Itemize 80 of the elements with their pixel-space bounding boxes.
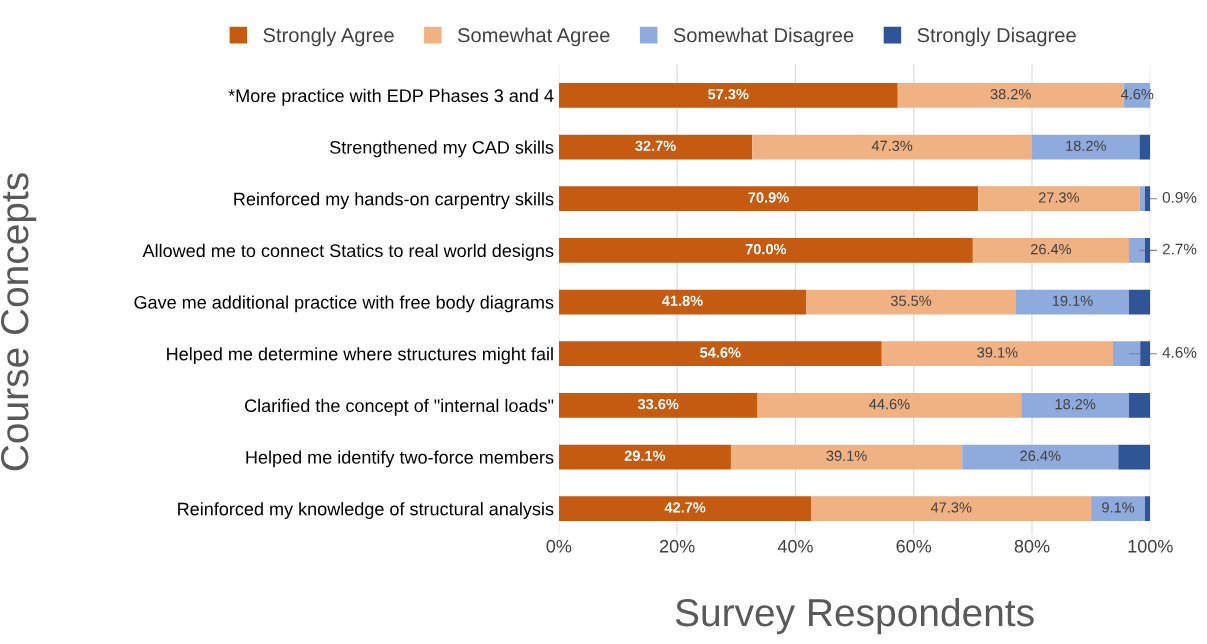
data-label: 18.2% [1055,398,1096,410]
x-tick-label: 80% [1014,539,1050,553]
data-label: 70.9% [748,192,789,203]
bar [972,237,1129,263]
data-label: 70.0% [745,243,787,255]
bar [1139,186,1145,212]
y-tick-label: Allowed me to connect Statics to real world designs [142,243,554,261]
bar [1016,289,1129,315]
y-tick-label: Reinforced my knowledge of structural analysis [178,502,554,519]
data-label: 41.8% [662,295,703,306]
x-tick-label: 60% [896,539,932,553]
bar [558,444,731,470]
bar [1091,496,1145,522]
y-tick-label: *More practice with EDP Phases 3 and 4 [228,88,554,106]
legend-label: Strongly Disagree [917,27,1076,47]
y-tick-label: Helped me identify two-force members [246,450,554,468]
data-label: 27.3% [1038,192,1080,203]
bar [1118,444,1151,470]
bar [558,496,812,522]
data-label: 26.4% [1030,243,1072,255]
data-label: 29.1% [624,450,666,461]
bar [811,496,1092,522]
bar [1144,237,1151,263]
x-tick-label: 40% [777,539,813,553]
bar [558,289,807,315]
y-tick-label: Clarified the concept of "internal loads" [245,398,554,416]
bar [1113,341,1141,367]
bar [558,186,979,212]
bar [1144,186,1151,212]
y-tick-label: Helped me determine where structures might fail [167,347,553,364]
legend-label: Somewhat Disagree [673,27,854,47]
x-tick-label: 0% [546,539,572,553]
data-label: 18.2% [1066,140,1106,151]
data-label: 9.1% [1102,502,1135,513]
bar [757,392,1022,418]
bar [962,444,1119,470]
bar [558,341,882,367]
bar [1021,392,1129,418]
x-tick-label: 20% [659,539,695,553]
bar [881,341,1114,367]
data-label: 57.3% [708,88,749,100]
bar [558,392,758,418]
bar [1031,134,1140,160]
data-label: 35.5% [890,295,932,306]
data-label: 2.7% [1162,243,1197,255]
data-label: 0.9% [1162,192,1197,203]
y-tick-label: Gave me additional practice with free body diagrams [134,295,554,313]
y-tick-label: Strengthened my CAD skills [330,140,554,158]
data-label: 39.1% [826,450,867,461]
bar [1144,496,1151,522]
bar [730,444,963,470]
bar [752,134,1032,160]
bar [558,134,753,160]
data-label: 47.3% [930,502,972,513]
data-label: 39.1% [977,347,1018,358]
data-label: 38.2% [990,88,1031,100]
bar [1128,392,1151,418]
x-tick-label: 100% [1128,539,1173,553]
data-label: 54.6% [700,347,741,358]
bar [558,83,898,108]
bar [558,237,973,263]
legend-label: Strongly Agree [263,27,394,47]
bar [1140,341,1151,367]
y-tick-label: Reinforced my hands-on carpentry skills [234,192,554,210]
data-label: 42.7% [664,502,706,513]
data-label: 47.3% [871,140,913,151]
data-label: 33.6% [637,398,679,410]
data-label: 44.6% [869,398,910,410]
bar [1139,134,1151,160]
y-axis-title: Course Concepts [0,173,37,471]
x-axis-title: Survey Respondents [675,597,1034,635]
bar [1128,289,1151,315]
legend-label: Somewhat Agree [457,27,610,47]
bar [1128,237,1145,263]
data-label: 26.4% [1020,450,1061,461]
data-label: 4.6% [1162,346,1197,358]
data-label: 32.7% [635,140,676,151]
bar [978,186,1140,212]
data-label: 19.1% [1052,295,1093,306]
bar [806,289,1017,315]
